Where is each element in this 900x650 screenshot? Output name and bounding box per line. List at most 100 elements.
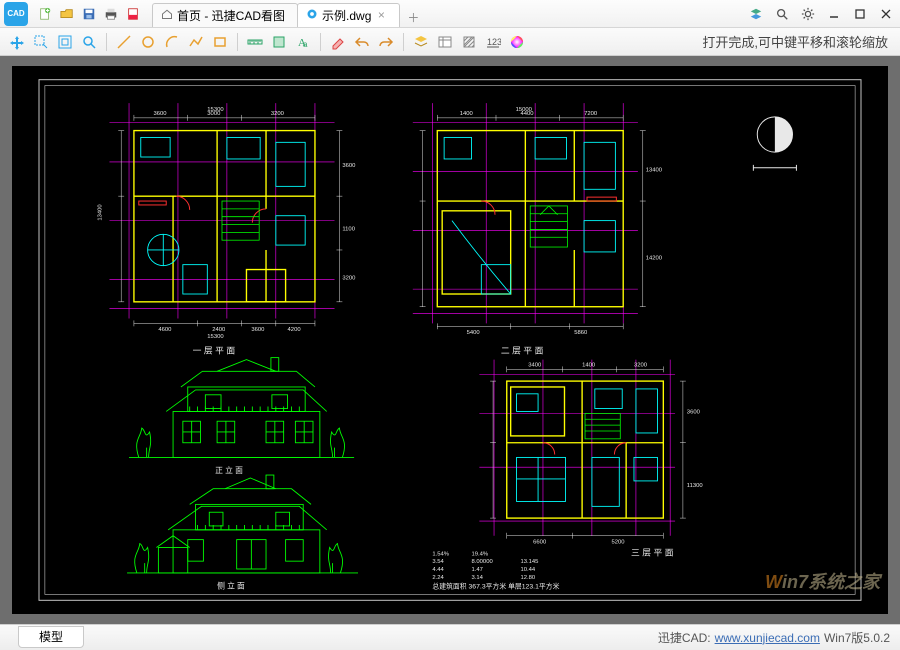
status-version: Win7版5.0.2 (824, 629, 890, 646)
svg-text:1.54%: 1.54% (432, 551, 449, 557)
drawing-svg: 360030003200 15300 4600240036004200 1530… (12, 66, 888, 614)
color-wheel-button[interactable] (506, 31, 528, 53)
svg-text:1.47: 1.47 (472, 567, 483, 573)
plan1-label: 一 层 平 面 (193, 346, 236, 356)
polyline-tool[interactable] (185, 31, 207, 53)
tab-document[interactable]: 示例.dwg × (297, 3, 400, 27)
svg-text:13400: 13400 (98, 204, 104, 221)
separator (106, 33, 107, 51)
properties-button[interactable] (434, 31, 456, 53)
app-logo-text: CAD (7, 9, 24, 18)
tab-home-label: 首页 - 迅捷CAD看图 (177, 7, 285, 24)
dim-style-button[interactable]: 123 (482, 31, 504, 53)
svg-text:3200: 3200 (634, 362, 648, 368)
tab-document-label: 示例.dwg (322, 7, 371, 24)
svg-text:1400: 1400 (460, 111, 474, 117)
pan-tool[interactable] (6, 31, 28, 53)
separator (403, 33, 404, 51)
svg-text:12.80: 12.80 (520, 575, 535, 581)
svg-text:3600: 3600 (687, 409, 701, 415)
statusbar: 模型 迅捷CAD: www.xunjiecad.com Win7版5.0.2 (0, 624, 900, 650)
svg-text:19.4%: 19.4% (472, 551, 489, 557)
svg-text:3600: 3600 (342, 163, 356, 169)
layers-button[interactable] (410, 31, 432, 53)
svg-text:5400: 5400 (467, 330, 481, 336)
svg-text:6600: 6600 (533, 540, 547, 546)
status-right: 迅捷CAD: www.xunjiecad.com Win7版5.0.2 (658, 629, 900, 646)
text-tool[interactable]: Aa (292, 31, 314, 53)
svg-text:4200: 4200 (288, 327, 302, 333)
maximize-button[interactable] (850, 4, 870, 24)
app-logo: CAD (4, 2, 28, 26)
svg-text:14200: 14200 (646, 256, 663, 262)
zoom-tool[interactable] (78, 31, 100, 53)
drawing-viewport[interactable]: 360030003200 15300 4600240036004200 1530… (12, 66, 888, 614)
tab-close-button[interactable]: × (375, 10, 387, 22)
layers-icon[interactable] (746, 4, 766, 24)
redo-button[interactable] (375, 31, 397, 53)
tab-home[interactable]: 首页 - 迅捷CAD看图 (152, 3, 298, 27)
toolbar: Aa 123 打开完成,可中键平移和滚轮缩放 (0, 28, 900, 56)
svg-text:15000: 15000 (516, 107, 533, 113)
print-button[interactable] (102, 5, 120, 23)
svg-text:3200: 3200 (342, 275, 356, 281)
erase-tool[interactable] (327, 31, 349, 53)
window-controls (746, 4, 896, 24)
svg-text:3600: 3600 (153, 111, 167, 117)
svg-text:4.44: 4.44 (432, 567, 444, 573)
open-file-button[interactable] (58, 5, 76, 23)
separator (320, 33, 321, 51)
close-window-button[interactable] (876, 4, 896, 24)
svg-text:7200: 7200 (584, 111, 598, 117)
hatch-button[interactable] (458, 31, 480, 53)
tab-add-button[interactable]: ＋ (403, 7, 423, 27)
svg-text:5200: 5200 (611, 540, 625, 546)
svg-text:13400: 13400 (646, 168, 663, 174)
svg-text:10.44: 10.44 (520, 567, 535, 573)
new-file-button[interactable] (36, 5, 54, 23)
svg-text:3.14: 3.14 (472, 575, 484, 581)
undo-button[interactable] (351, 31, 373, 53)
arc-tool[interactable] (161, 31, 183, 53)
plan3-label: 三 层 平 面 (631, 547, 674, 557)
elev2-label: 侧 立 面 (217, 581, 245, 591)
toolbar-hint: 打开完成,可中键平移和滚轮缩放 (702, 32, 894, 51)
svg-text:2.24: 2.24 (432, 575, 444, 581)
svg-text:15300: 15300 (207, 107, 224, 113)
search-icon[interactable] (772, 4, 792, 24)
circle-tool[interactable] (137, 31, 159, 53)
titlebar: CAD 首页 - 迅捷CAD看图 示例.dwg × ＋ (0, 0, 900, 28)
dwg-icon (306, 8, 318, 23)
model-tab[interactable]: 模型 (18, 626, 84, 648)
line-tool[interactable] (113, 31, 135, 53)
status-url-link[interactable]: www.xunjiecad.com (715, 631, 820, 645)
separator (237, 33, 238, 51)
plan2-label: 二 层 平 面 (501, 346, 544, 356)
export-pdf-button[interactable] (124, 5, 142, 23)
svg-text:总建筑面积 367.3平方米 单层123.1平方米: 总建筑面积 367.3平方米 单层123.1平方米 (432, 582, 559, 591)
svg-text:123: 123 (487, 37, 501, 47)
svg-text:8.00000: 8.00000 (472, 559, 494, 565)
svg-text:a: a (303, 40, 308, 49)
document-tabs: 首页 - 迅捷CAD看图 示例.dwg × ＋ (152, 0, 423, 27)
svg-text:3400: 3400 (528, 362, 542, 368)
measure-tool[interactable] (244, 31, 266, 53)
svg-text:15300: 15300 (207, 334, 224, 340)
zoom-window-tool[interactable] (30, 31, 52, 53)
save-button[interactable] (80, 5, 98, 23)
svg-text:13.145: 13.145 (520, 559, 539, 565)
svg-text:1400: 1400 (582, 362, 596, 368)
zoom-extents-tool[interactable] (54, 31, 76, 53)
svg-text:3.54: 3.54 (432, 559, 444, 565)
svg-text:2400: 2400 (212, 327, 226, 333)
home-icon (161, 8, 173, 23)
svg-text:3600: 3600 (251, 327, 265, 333)
rectangle-tool[interactable] (209, 31, 231, 53)
svg-text:4600: 4600 (158, 327, 172, 333)
area-tool[interactable] (268, 31, 290, 53)
svg-text:1100: 1100 (342, 226, 355, 232)
model-tab-label: 模型 (39, 628, 63, 645)
minimize-button[interactable] (824, 4, 844, 24)
settings-button[interactable] (798, 4, 818, 24)
status-brand: 迅捷CAD: (658, 629, 711, 646)
